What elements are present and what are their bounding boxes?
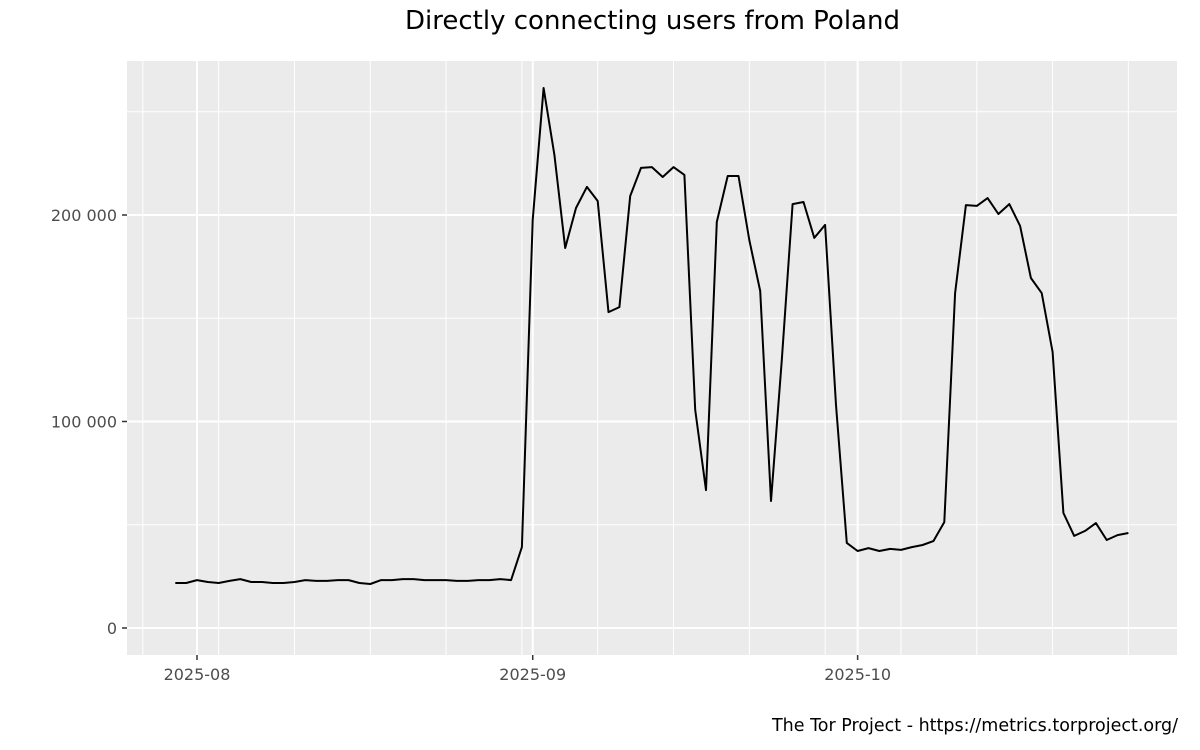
x-axis: 2025-08 2025-09 2025-10 [164,655,891,684]
major-gridlines [127,61,1177,655]
x-tick-label: 2025-08 [164,665,231,684]
chart-title: Directly connecting users from Poland [405,6,900,36]
data-series-line [175,87,1129,585]
source-caption: The Tor Project - https://metrics.torpro… [771,716,1178,736]
minor-gridlines [127,61,1177,655]
y-tick-label: 0 [107,619,117,638]
x-tick-label: 2025-10 [824,665,891,684]
y-tick-label: 200 000 [51,206,117,225]
y-tick-label: 100 000 [51,413,117,432]
x-tick-label: 2025-09 [499,665,566,684]
y-axis: 0 100 000 200 000 [51,206,127,638]
plot-panel [127,61,1177,655]
